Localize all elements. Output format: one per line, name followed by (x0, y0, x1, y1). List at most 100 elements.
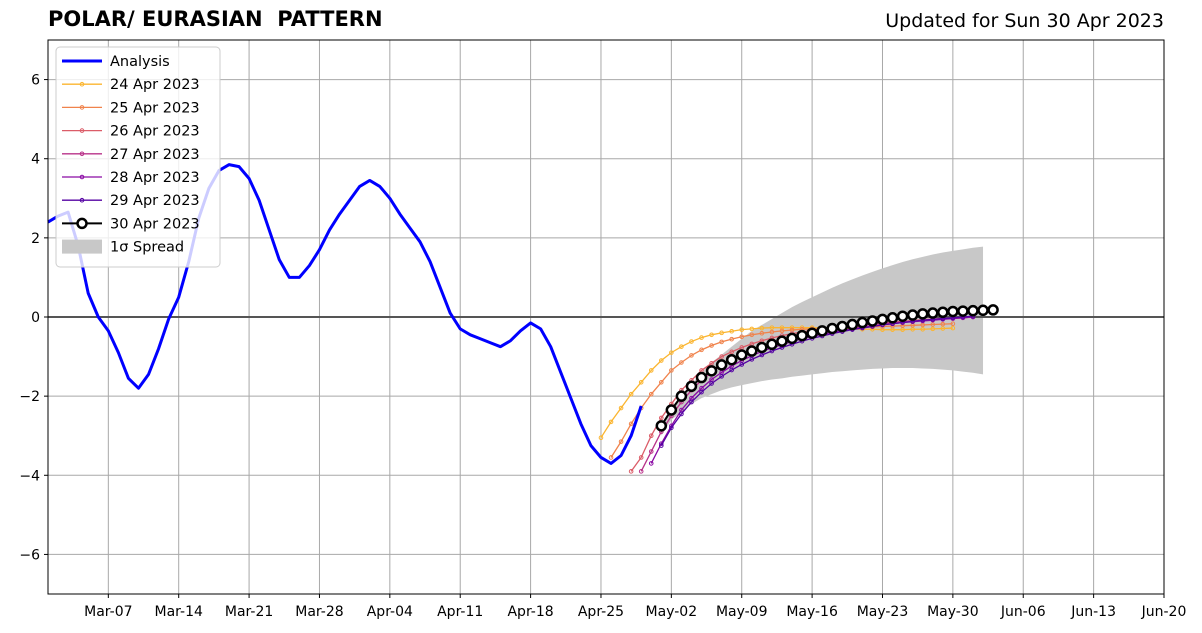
x-tick-label: Mar-07 (84, 604, 132, 620)
data-point (679, 411, 684, 417)
data-point (628, 469, 634, 474)
data-point (715, 359, 728, 371)
data-point (769, 325, 775, 330)
data-point (658, 415, 664, 421)
series-line (610, 323, 953, 458)
legend-item: 25 Apr 2023 (62, 100, 200, 116)
legend-marker (79, 105, 85, 110)
data-point (977, 304, 989, 317)
forecast-series (598, 304, 999, 474)
data-point (826, 322, 838, 335)
data-point (628, 391, 634, 397)
data-point (886, 312, 899, 324)
data-point (689, 353, 694, 358)
chart-title: POLAR/ EURASIAN PATTERN (48, 7, 383, 31)
data-point (916, 308, 929, 320)
x-tick-label: May-09 (716, 604, 768, 620)
data-point (648, 449, 654, 454)
data-point (796, 329, 808, 342)
x-tick-label: Apr-25 (578, 604, 624, 620)
legend-swatch (62, 239, 102, 254)
data-point (786, 332, 798, 345)
y-tick-label: 0 (31, 310, 40, 326)
data-point (930, 326, 936, 332)
x-tick-label: Jun-13 (1070, 604, 1116, 620)
data-point (638, 379, 644, 385)
data-point (719, 374, 724, 379)
data-point (749, 357, 755, 362)
legend-item: 1σ Spread (62, 239, 184, 256)
data-point (699, 347, 704, 353)
data-point (896, 310, 909, 322)
data-point (957, 305, 969, 317)
legend-marker (79, 151, 85, 157)
spread-area (661, 246, 984, 436)
legend-marker (79, 197, 85, 203)
x-tick-label: Apr-04 (367, 604, 413, 620)
data-point (856, 316, 869, 329)
data-point (759, 330, 765, 336)
analysis-line (47, 163, 643, 465)
x-tick-label: Apr-18 (507, 604, 553, 620)
data-point (675, 390, 688, 402)
legend-marker (79, 81, 85, 87)
y-tick-label: −6 (19, 547, 40, 563)
x-tick-label: May-30 (927, 604, 979, 620)
data-point (735, 349, 748, 361)
x-tick-label: May-02 (646, 604, 698, 620)
data-point (920, 326, 926, 332)
legend-item: 28 Apr 2023 (62, 170, 200, 186)
data-point (729, 336, 734, 342)
y-tick-label: 4 (31, 152, 40, 168)
legend-item: Analysis (62, 54, 170, 70)
chart-subtitle: Updated for Sun 30 Apr 2023 (885, 10, 1164, 32)
data-point (769, 329, 775, 335)
data-point (689, 339, 694, 344)
data-point (719, 330, 724, 336)
data-point (725, 353, 738, 366)
data-point (699, 335, 704, 340)
data-point (719, 339, 724, 345)
spread-band (661, 246, 984, 436)
legend-item: 27 Apr 2023 (62, 147, 200, 163)
legend-label: 29 Apr 2023 (110, 193, 200, 209)
data-point (739, 334, 745, 340)
data-point (836, 320, 849, 333)
data-point (709, 332, 714, 338)
legend-marker (76, 217, 88, 230)
data-point (876, 313, 889, 326)
data-point (658, 379, 664, 385)
x-tick-label: Mar-28 (295, 604, 343, 620)
data-point (648, 391, 654, 397)
y-tick-label: −2 (19, 389, 40, 405)
data-point (950, 321, 956, 327)
data-point (766, 338, 778, 351)
data-point (749, 332, 755, 338)
legend-item: 30 Apr 2023 (62, 216, 200, 232)
x-tick-label: Mar-21 (225, 604, 273, 620)
data-point (669, 368, 674, 373)
data-point (906, 309, 919, 321)
data-point (779, 328, 785, 334)
y-axis: −6 −4 −2 0 2 4 6 (19, 73, 48, 563)
data-point (598, 435, 604, 440)
data-point (729, 349, 734, 355)
data-point (930, 322, 936, 327)
data-point (638, 469, 644, 474)
data-point (648, 461, 654, 466)
y-tick-label: −4 (19, 468, 40, 484)
data-point (608, 419, 614, 425)
legend-item: 26 Apr 2023 (62, 124, 200, 140)
analysis-series (47, 163, 643, 465)
data-point (709, 381, 714, 386)
data-point (749, 326, 755, 332)
data-point (685, 380, 698, 392)
x-tick-label: May-16 (786, 604, 838, 620)
data-point (950, 325, 956, 331)
x-tick-label: Mar-14 (155, 604, 203, 620)
x-tick-label: Apr-11 (437, 604, 483, 620)
legend-marker (79, 128, 85, 133)
legend-label: 26 Apr 2023 (110, 124, 200, 140)
data-point (699, 389, 704, 395)
